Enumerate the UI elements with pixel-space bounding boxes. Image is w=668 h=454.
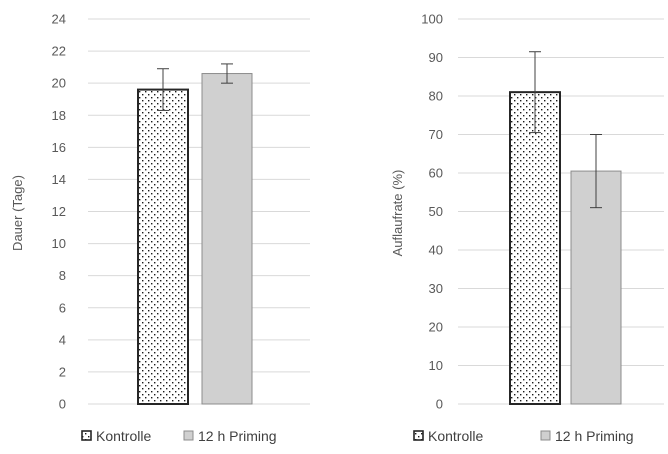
y-tick-label: 40 [429, 243, 443, 258]
bar-kontrolle [137, 88, 189, 405]
y-tick-label: 24 [52, 12, 66, 27]
legend-swatch [183, 430, 194, 441]
legend-label: 12 h Priming [198, 428, 277, 444]
y-tick-label: 16 [52, 140, 66, 155]
y-tick-label: 0 [436, 397, 443, 412]
legend-label: 12 h Priming [555, 428, 634, 444]
legend-swatch [540, 430, 551, 441]
bar-kontrolle [509, 91, 561, 406]
y-tick-label: 18 [52, 108, 66, 123]
y-tick-label: 0 [59, 397, 66, 412]
legend-swatch [413, 430, 424, 441]
y-tick-label: 30 [429, 281, 443, 296]
y-tick-label: 12 [52, 204, 66, 219]
y-tick-label: 20 [429, 320, 443, 335]
bar-priming [201, 73, 253, 405]
y-tick-label: 60 [429, 166, 443, 181]
y-tick-label: 50 [429, 204, 443, 219]
y-tick-label: 4 [59, 332, 66, 347]
y-axis-title: Dauer (Tage) [10, 175, 25, 251]
y-tick-label: 6 [59, 300, 66, 315]
y-tick-label: 14 [52, 172, 66, 187]
y-axis-title: Auflaufrate (%) [390, 170, 405, 257]
y-tick-label: 90 [429, 50, 443, 65]
legend-label: Kontrolle [428, 428, 483, 444]
y-tick-label: 70 [429, 127, 443, 142]
legend-label: Kontrolle [96, 428, 151, 444]
y-tick-label: 10 [429, 358, 443, 373]
y-tick-label: 20 [52, 76, 66, 91]
legend-swatch [81, 430, 92, 441]
y-tick-label: 100 [421, 12, 443, 27]
chart-emergence-rate: 0 10 20 30 40 50 60 70 80 90 100 Auflaufrate (%) Kon… [390, 12, 664, 444]
y-tick-label: 22 [52, 44, 66, 59]
y-tick-label: 80 [429, 89, 443, 104]
bar-priming [570, 170, 622, 405]
y-tick-label: 2 [59, 364, 66, 379]
y-tick-label: 8 [59, 268, 66, 283]
y-tick-label: 10 [52, 236, 66, 251]
